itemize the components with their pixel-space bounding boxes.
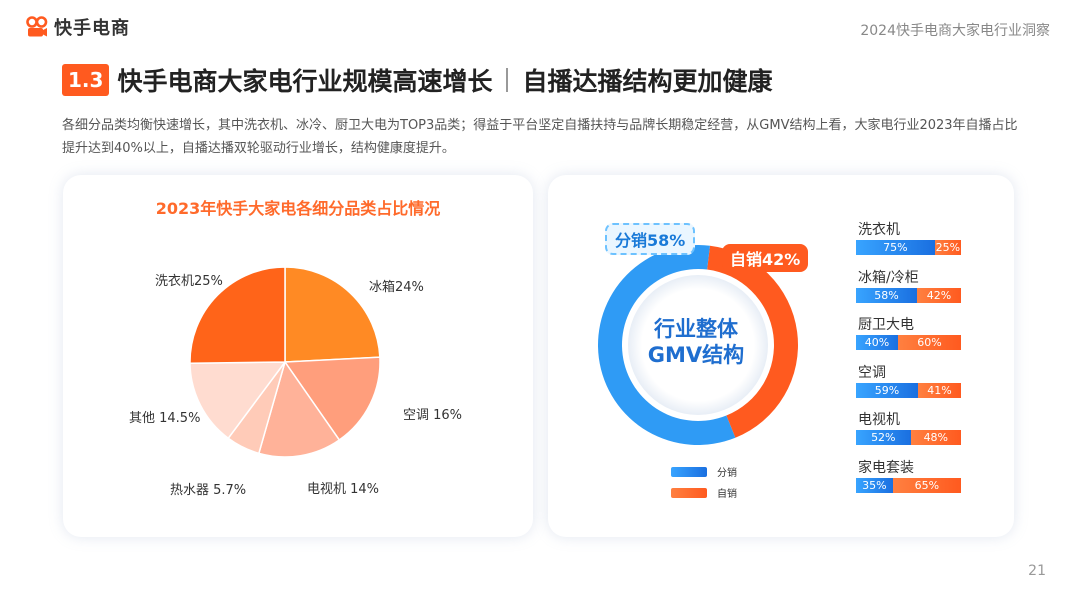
bar-segment-self-sale: 65% — [892, 477, 961, 493]
category-share-card: 2023年快手大家电各细分品类占比情况 冰箱24% 空调 16% 电视机 14% 热水… — [63, 175, 533, 537]
pie-label-其他: 其他 14.5% — [129, 411, 201, 426]
pie-slice-空调 — [283, 356, 381, 442]
distribution-share-callout: 分销58% — [605, 223, 696, 255]
stacked-bar-row: 75% 25% — [856, 240, 961, 255]
donut-segment-自销 — [707, 245, 798, 438]
bar-segment-distribution: 35% — [856, 477, 893, 493]
gmv-structure-donut-chart — [598, 245, 798, 445]
bar-segment-distribution: 40% — [856, 335, 898, 350]
legend-item-self-sale: 自销 — [671, 485, 737, 500]
bar-segment-self-sale: 60% — [898, 335, 961, 350]
category-share-pie-chart — [189, 266, 381, 458]
stacked-bar-row: 40% 60% — [856, 335, 961, 350]
pie-slice-冰箱 — [284, 266, 381, 363]
pie-label-电视机: 电视机 14% — [307, 482, 380, 497]
donut-center-label: 行业整体 GMV结构 — [636, 316, 756, 368]
bar-category-label: 空调 — [858, 364, 886, 381]
legend-label-distribution: 分销 — [717, 468, 737, 479]
donut-center-line2: GMV结构 — [647, 343, 745, 367]
pie-slice-其他 — [189, 361, 287, 440]
bar-segment-self-sale: 42% — [916, 287, 961, 303]
bar-category-label: 厨卫大电 — [858, 317, 914, 333]
gmv-structure-card: 行业整体 GMV结构 分销58% 自销42% 分销 自销 洗衣机 75% 25% 冰箱… — [548, 175, 1014, 537]
bar-category-label: 家电套装 — [858, 459, 914, 476]
heading-sub: 自播达播结构更加健康 — [522, 67, 773, 96]
pie-label-洗衣机: 洗衣机25% — [155, 274, 223, 289]
heading-divider — [506, 68, 509, 92]
self-sale-share-callout: 自销42% — [722, 244, 809, 272]
stacked-bar-row: 52% 48% — [856, 430, 961, 445]
pie-chart-title: 2023年快手大家电各细分品类占比情况 — [155, 199, 441, 218]
heading-main: 快手电商大家电行业规模高速增长 — [117, 67, 493, 96]
bar-segment-distribution: 59% — [856, 382, 918, 398]
bar-category-label: 冰箱/冷柜 — [858, 269, 919, 286]
stacked-bar-row: 59% 41% — [856, 382, 961, 398]
pie-label-热水器: 热水器 5.7% — [170, 483, 247, 498]
legend-label-self-sale: 自销 — [717, 489, 737, 500]
donut-center-line1: 行业整体 — [654, 317, 738, 341]
stacked-bar-row: 58% 42% — [856, 287, 961, 303]
bar-segment-self-sale: 25% — [934, 240, 961, 255]
legend-swatch-distribution — [671, 466, 707, 477]
page-number: 21 — [1028, 563, 1046, 579]
bar-segment-self-sale: 48% — [910, 430, 961, 445]
pie-slice-洗衣机 — [189, 266, 286, 364]
section-heading: 1.3 快手电商大家电行业规模高速增长 自播达播结构更加健康 — [62, 62, 772, 98]
report-title: 2024快手电商大家电行业洞察 — [860, 23, 1050, 39]
section-description: 各细分品类均衡快速增长，其中洗衣机、冰冷、厨卫大电为TOP3品类；得益于平台坚定… — [62, 118, 1018, 156]
legend-swatch-self-sale — [671, 487, 707, 498]
kuaishou-logo-icon — [26, 16, 48, 38]
stacked-bar-row: 35% 65% — [856, 477, 961, 493]
bar-category-label: 洗衣机 — [858, 222, 900, 238]
donut-segment-分销 — [598, 245, 736, 445]
bar-segment-distribution: 75% — [856, 240, 935, 255]
logo-text: 快手电商 — [54, 18, 130, 39]
section-number-badge: 1.3 — [62, 64, 110, 96]
legend-item-distribution: 分销 — [671, 464, 737, 479]
bar-category-label: 电视机 — [858, 412, 900, 428]
bar-segment-distribution: 52% — [856, 430, 911, 445]
pie-label-空调: 空调 16% — [403, 408, 463, 423]
bar-segment-self-sale: 41% — [917, 382, 961, 398]
donut-inner-disc — [628, 275, 768, 415]
kuaishou-logo: 快手电商 — [26, 14, 130, 40]
bar-segment-distribution: 58% — [856, 287, 917, 303]
pie-label-冰箱: 冰箱24% — [369, 280, 424, 295]
